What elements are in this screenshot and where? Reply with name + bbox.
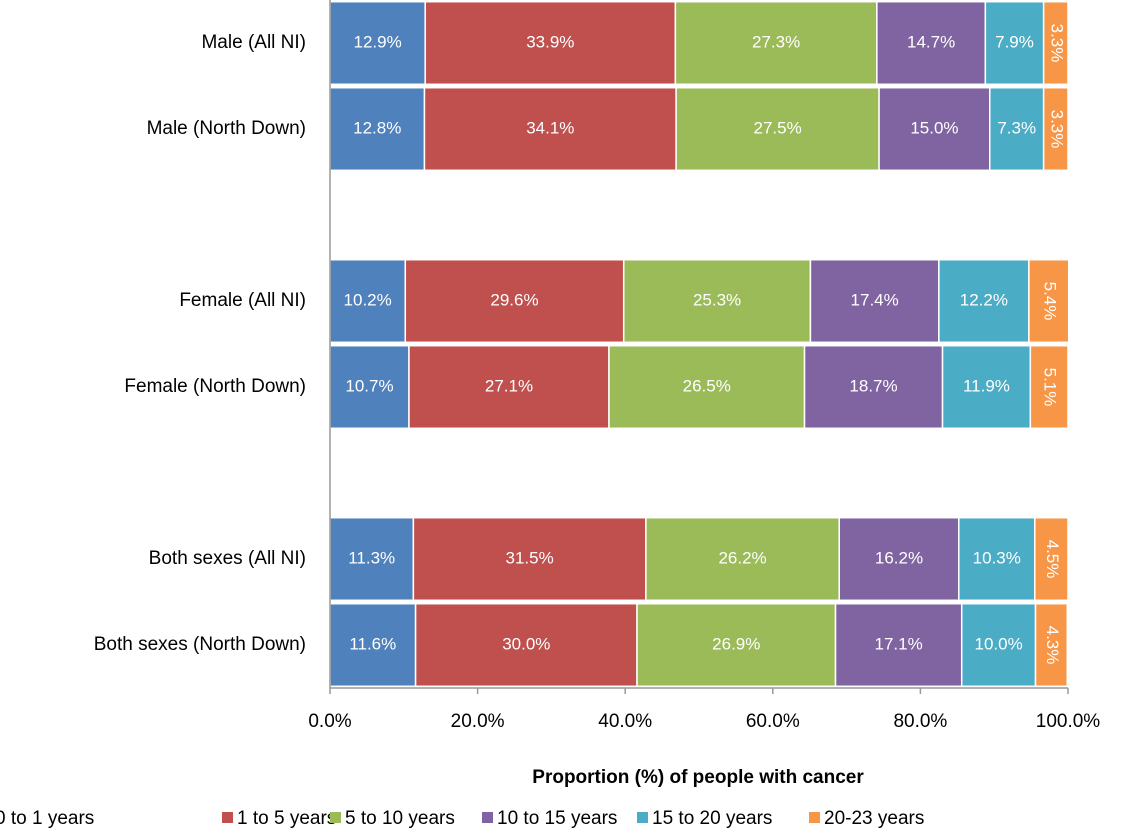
data-label: 10.7% (345, 376, 393, 395)
data-label: 3.3% (1047, 110, 1066, 149)
data-label: 26.5% (683, 376, 731, 395)
bar-segment (960, 602, 1037, 688)
data-label: 4.3% (1043, 626, 1062, 665)
data-label: 10.2% (344, 290, 392, 309)
legend-swatch (330, 812, 341, 823)
bar-segment (938, 258, 1030, 344)
bar-segment (423, 86, 677, 172)
bar-segment (329, 344, 410, 430)
bar-segment (958, 516, 1036, 602)
bar-segment (984, 0, 1045, 86)
data-label: 11.6% (349, 634, 396, 653)
legend-swatch (809, 812, 820, 823)
legend-swatch (222, 812, 233, 823)
data-label: 27.3% (752, 32, 800, 51)
data-label: 16.2% (875, 548, 923, 567)
data-label: 33.9% (526, 32, 574, 51)
bar-segment (645, 516, 840, 602)
data-label: 12.2% (960, 290, 1008, 309)
bar-segment (329, 0, 426, 86)
data-label: 26.9% (712, 634, 760, 653)
data-label: 12.9% (353, 32, 401, 51)
data-label: 14.7% (907, 32, 955, 51)
data-label: 27.5% (753, 118, 801, 137)
bar-segment (834, 602, 963, 688)
legend-label: 1 to 5 years (237, 808, 336, 829)
y-tick-label: Female (North Down) (124, 376, 306, 397)
x-tick-label: 100.0% (1036, 711, 1101, 732)
bar-segment (876, 0, 987, 86)
bar-segment (329, 602, 417, 688)
bar-segment (1028, 258, 1070, 344)
bar-segment (878, 86, 991, 172)
legend-swatch (637, 812, 648, 823)
data-label: 5.4% (1040, 282, 1059, 321)
legend-label: 5 to 10 years (345, 808, 455, 829)
bar-segment (329, 516, 415, 602)
bar-segment (803, 344, 944, 430)
data-label: 31.5% (506, 548, 554, 567)
legend-label: 20-23 years (824, 808, 924, 829)
bar-segment (1034, 602, 1069, 688)
data-label: 10.3% (973, 548, 1021, 567)
bar-segment (608, 344, 806, 430)
x-tick-label: 80.0% (893, 711, 947, 732)
bar-segment (1034, 516, 1069, 602)
data-label: 34.1% (526, 118, 574, 137)
data-label: 11.3% (348, 548, 395, 567)
bar-segment (675, 86, 880, 172)
legend-label: 15 to 20 years (652, 808, 772, 829)
legend-label: 0 to 1 years (0, 808, 94, 829)
x-axis-title: Proportion (%) of people with cancer (532, 767, 864, 788)
data-label: 29.6% (490, 290, 538, 309)
bar-segment (674, 0, 878, 86)
bar-segment (1042, 0, 1069, 86)
y-tick-label: Male (North Down) (147, 118, 306, 139)
data-label: 17.1% (875, 634, 923, 653)
data-label: 12.8% (353, 118, 401, 137)
data-label: 3.3% (1047, 24, 1066, 63)
data-label: 7.9% (995, 32, 1034, 51)
bar-segment (424, 0, 677, 86)
data-label: 10.0% (975, 634, 1023, 653)
bar-segment (941, 344, 1032, 430)
bar-segment (408, 344, 610, 430)
bar-segment (1042, 86, 1069, 172)
data-label: 11.9% (963, 376, 1010, 395)
legend-label: 10 to 15 years (497, 808, 617, 829)
x-tick-label: 20.0% (451, 711, 505, 732)
bar-segment (838, 516, 960, 602)
y-tick-label: Both sexes (All NI) (149, 548, 306, 569)
bar-segment (1029, 344, 1069, 430)
data-label: 17.4% (851, 290, 899, 309)
bar-segment (329, 258, 407, 344)
data-label: 30.0% (502, 634, 550, 653)
data-label: 4.5% (1043, 540, 1062, 579)
bar-segment (404, 258, 625, 344)
y-tick-label: Female (All NI) (179, 290, 306, 311)
x-tick-label: 0.0% (308, 711, 351, 732)
data-label: 27.1% (485, 376, 533, 395)
bar-segment (809, 258, 940, 344)
bar-segment (329, 86, 426, 172)
data-label: 25.3% (693, 290, 741, 309)
x-tick-label: 40.0% (598, 711, 652, 732)
legend-swatch (482, 812, 493, 823)
data-label: 26.2% (718, 548, 766, 567)
data-label: 15.0% (910, 118, 958, 137)
x-tick-label: 60.0% (746, 711, 800, 732)
data-label: 7.3% (997, 118, 1036, 137)
data-label: 5.1% (1041, 368, 1060, 407)
data-label: 18.7% (849, 376, 897, 395)
y-tick-label: Male (All NI) (201, 32, 306, 53)
y-tick-label: Both sexes (North Down) (94, 634, 306, 655)
